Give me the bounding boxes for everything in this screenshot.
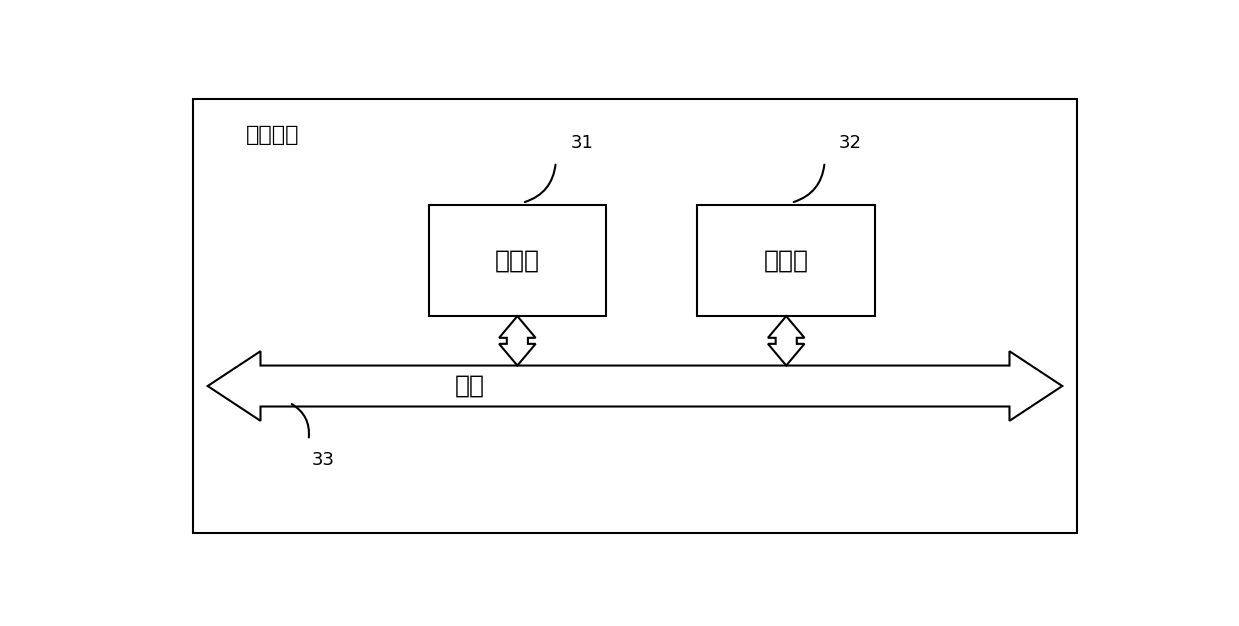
Text: 33: 33 bbox=[311, 451, 335, 468]
Text: 总线: 总线 bbox=[455, 374, 486, 398]
Text: 处理器: 处理器 bbox=[494, 249, 540, 273]
Bar bbox=[698, 205, 875, 316]
Bar bbox=[429, 205, 606, 316]
Text: 电子设备: 电子设备 bbox=[247, 125, 300, 145]
Polygon shape bbox=[768, 316, 804, 366]
Text: 31: 31 bbox=[570, 133, 593, 151]
Polygon shape bbox=[499, 316, 535, 366]
Text: 存储器: 存储器 bbox=[763, 249, 809, 273]
Polygon shape bbox=[208, 351, 1062, 421]
Text: 32: 32 bbox=[839, 133, 862, 151]
